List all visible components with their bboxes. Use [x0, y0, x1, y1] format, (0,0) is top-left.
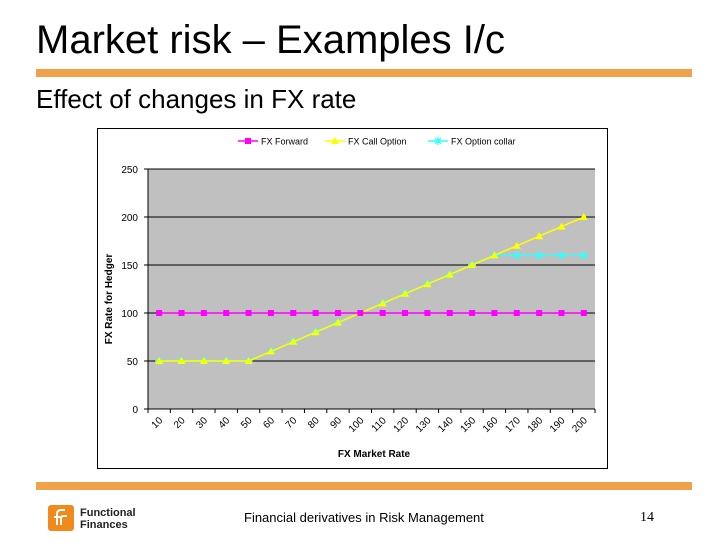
x-tick-label: 120: [392, 415, 412, 435]
data-point: [334, 310, 341, 316]
x-tick-label: 180: [526, 415, 546, 435]
data-point: [156, 310, 163, 316]
company-logo: Functional Finances: [48, 505, 158, 535]
data-point: [333, 318, 342, 326]
series-fx-forward: [156, 310, 587, 316]
x-tick-label: 130: [414, 415, 434, 435]
data-point: [468, 261, 477, 268]
data-point: [579, 251, 588, 260]
x-tick-label: 20: [172, 415, 188, 431]
data-point: [200, 310, 207, 316]
data-point: [557, 251, 566, 260]
slide-title: Market risk – Examples I/c: [36, 18, 506, 62]
data-point: [469, 310, 476, 316]
y-tick-label: 250: [121, 165, 138, 176]
legend-label: FX Option collar: [451, 137, 516, 147]
x-tick-label: 150: [459, 415, 479, 435]
data-point: [513, 310, 520, 316]
data-point: [199, 357, 208, 364]
data-point: [312, 310, 319, 316]
x-tick-label: 170: [503, 415, 523, 435]
footer-text: Financial derivatives in Risk Management: [244, 510, 484, 525]
data-point: [445, 270, 454, 278]
y-tick-label: 100: [121, 309, 138, 320]
legend-item: FX Option collar: [428, 137, 516, 147]
data-point: [155, 357, 164, 364]
data-point: [512, 251, 521, 260]
data-point: [266, 347, 275, 355]
y-tick-label: 200: [121, 213, 138, 224]
x-tick-label: 190: [548, 415, 568, 435]
data-point: [178, 310, 185, 316]
x-tick-label: 90: [328, 415, 344, 431]
data-point: [491, 310, 498, 316]
slide-subtitle: Effect of changes in FX rate: [36, 84, 357, 114]
data-point: [535, 251, 544, 260]
data-point: [536, 310, 543, 316]
x-tick-label: 160: [481, 415, 501, 435]
data-point: [311, 328, 320, 336]
data-point: [245, 310, 252, 316]
page-number: 14: [640, 510, 654, 525]
data-point: [401, 289, 410, 297]
x-tick-label: 140: [436, 415, 456, 435]
logo-line2: Finances: [80, 519, 128, 531]
data-point: [535, 232, 544, 240]
data-point: [580, 310, 587, 316]
x-tick-label: 80: [306, 415, 322, 431]
data-point: [222, 357, 231, 364]
x-tick-label: 60: [261, 415, 277, 431]
legend-swatch-marker: [434, 137, 442, 145]
x-tick-label: 200: [570, 415, 590, 435]
data-point: [223, 310, 230, 316]
series-line: [159, 216, 585, 362]
legend-label: FX Forward: [261, 137, 308, 147]
data-point: [290, 310, 297, 316]
x-tick-label: 10: [150, 415, 166, 431]
x-tick-label: 40: [217, 415, 233, 431]
data-point: [423, 280, 432, 288]
x-tick-label: 50: [239, 415, 255, 431]
logo-text: Functional Finances: [80, 507, 136, 531]
bottom-accent-rule: [36, 482, 692, 490]
data-point: [379, 310, 386, 316]
y-tick-label: 150: [121, 261, 138, 272]
data-point: [267, 310, 274, 316]
data-point: [512, 241, 521, 249]
plot-area: [148, 169, 595, 409]
chart-frame: 0 50 100 150 200 250 10 20 30 40 50 60 70 80 90 100 110 1…: [97, 128, 608, 469]
data-point: [357, 310, 364, 316]
data-point: [424, 310, 431, 316]
x-tick-label: 110: [370, 415, 389, 434]
data-point: [378, 299, 387, 307]
legend-swatch-marker: [331, 137, 339, 144]
x-tick-label: 70: [284, 415, 300, 431]
data-point: [244, 357, 253, 364]
x-tick-label: 30: [194, 415, 210, 431]
data-point: [579, 213, 588, 220]
data-point: [177, 357, 186, 364]
legend-item: FX Call Option: [325, 137, 407, 147]
x-axis-title: FX Market Rate: [338, 449, 411, 460]
y-tick-label: 0: [132, 405, 138, 416]
logo-mark-icon: [48, 505, 74, 531]
y-axis-title: FX Rate for Hedger: [104, 254, 115, 345]
data-point: [557, 222, 566, 230]
logo-line1: Functional: [80, 507, 136, 519]
data-point: [446, 310, 453, 316]
data-point: [402, 310, 409, 316]
legend-label: FX Call Option: [348, 137, 407, 147]
data-point: [289, 337, 298, 345]
y-tick-label: 50: [127, 357, 139, 368]
top-accent-rule: [36, 69, 692, 77]
legend-swatch-marker: [245, 138, 251, 144]
data-point: [490, 251, 499, 259]
legend-item: FX Forward: [238, 137, 308, 147]
x-tick-label: 100: [347, 415, 367, 435]
data-point: [558, 310, 565, 316]
